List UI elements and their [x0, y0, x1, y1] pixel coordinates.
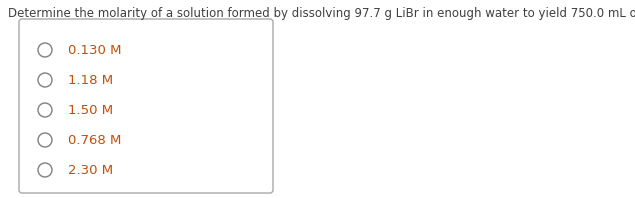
Text: 1.18 M: 1.18 M: [68, 73, 113, 87]
Text: Determine the molarity of a solution formed by dissolving 97.7 g LiBr in enough : Determine the molarity of a solution for…: [8, 7, 635, 20]
Text: 2.30 M: 2.30 M: [68, 164, 113, 176]
Text: 0.768 M: 0.768 M: [68, 133, 121, 147]
Text: 1.50 M: 1.50 M: [68, 104, 113, 116]
Circle shape: [38, 103, 52, 117]
FancyBboxPatch shape: [19, 19, 273, 193]
Circle shape: [38, 73, 52, 87]
Circle shape: [38, 43, 52, 57]
Circle shape: [38, 133, 52, 147]
Text: 0.130 M: 0.130 M: [68, 44, 121, 56]
Circle shape: [38, 163, 52, 177]
